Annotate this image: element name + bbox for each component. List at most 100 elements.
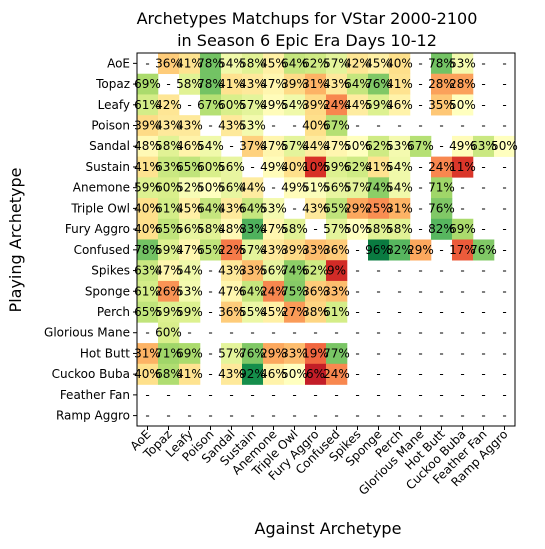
cell-value-label: - — [397, 409, 401, 423]
cell-value-label: - — [229, 326, 233, 340]
cell-value-label: - — [376, 326, 380, 340]
cell-value-label: 57% — [281, 139, 308, 153]
heatmap-cell — [431, 94, 453, 116]
heatmap-cell — [137, 343, 159, 365]
heatmap-cell — [284, 301, 306, 323]
heatmap-cell — [221, 115, 243, 137]
heatmap-cell — [326, 301, 348, 323]
cell-value-label: - — [481, 284, 485, 298]
cell-value-label: - — [292, 409, 296, 423]
cell-value-label: 41% — [176, 367, 203, 381]
cell-value-label: - — [397, 264, 401, 278]
heatmap-cell — [137, 115, 159, 137]
cell-value-label: 29% — [407, 243, 434, 257]
cell-value-label: - — [376, 367, 380, 381]
cell-value-label: - — [355, 284, 359, 298]
cell-value-label: - — [502, 409, 506, 423]
chart-title-line-2: in Season 6 Epic Era Days 10-12 — [177, 31, 437, 50]
cell-value-label: - — [439, 284, 443, 298]
heatmap-cell — [326, 198, 348, 220]
cell-value-label: - — [418, 326, 422, 340]
heatmap-cell — [263, 363, 285, 385]
heatmap-cell — [200, 53, 222, 75]
heatmap-cell — [347, 218, 369, 240]
cell-value-label: - — [502, 305, 506, 319]
cell-value-label: - — [481, 264, 485, 278]
heatmap-cell — [137, 363, 159, 385]
heatmap-cell — [368, 94, 390, 116]
heatmap-cell — [137, 94, 159, 116]
heatmap-cell — [263, 280, 285, 302]
heatmap-cell — [158, 218, 180, 240]
cell-value-label: 19% — [302, 346, 329, 360]
heatmap-cell — [368, 218, 390, 240]
cell-value-label: - — [439, 367, 443, 381]
heatmap-cell — [473, 239, 495, 261]
heatmap-cell — [410, 135, 432, 157]
cell-value-label: 69% — [176, 346, 203, 360]
heatmap-cell — [326, 239, 348, 261]
heatmap-cell — [137, 198, 159, 220]
cell-value-label: - — [481, 346, 485, 360]
cell-value-label: - — [439, 326, 443, 340]
heatmap-cell — [284, 363, 306, 385]
cell-value-label: 92% — [239, 367, 266, 381]
cell-value-label: 41% — [218, 77, 245, 91]
heatmap-cell — [368, 177, 390, 199]
cell-value-label: - — [250, 388, 254, 402]
cell-value-label: 68% — [155, 367, 182, 381]
cell-value-label: 75% — [281, 284, 308, 298]
heatmap-cell — [305, 53, 327, 75]
cell-value-label: - — [229, 388, 233, 402]
cell-value-label: 47% — [260, 139, 287, 153]
cell-value-label: 44% — [302, 139, 329, 153]
heatmap-cell — [305, 280, 327, 302]
y-tick-label: Sandal — [89, 139, 130, 153]
cell-value-label: 50% — [344, 222, 371, 236]
heatmap-cell — [389, 177, 411, 199]
heatmap-cell — [326, 115, 348, 137]
heatmap-cell — [242, 94, 264, 116]
cell-value-label: - — [439, 409, 443, 423]
cell-value-label: 43% — [218, 201, 245, 215]
y-tick-label: Poison — [91, 119, 130, 133]
cell-value-label: - — [481, 201, 485, 215]
cell-value-label: - — [334, 326, 338, 340]
y-tick-labels: AoE Topaz Leafy Poison Sandal Sustain Anemone T… — [44, 56, 137, 423]
cell-value-label: 69% — [134, 77, 161, 91]
heatmap-cell — [305, 115, 327, 137]
cell-value-label: - — [481, 367, 485, 381]
cell-value-label: 43% — [176, 119, 203, 133]
cell-value-label: - — [355, 409, 359, 423]
cell-value-label: - — [187, 98, 191, 112]
cell-value-label: - — [145, 326, 149, 340]
y-tick-label: Perch — [97, 305, 130, 319]
cell-value-label: 54% — [281, 98, 308, 112]
heatmap-cell — [284, 135, 306, 157]
heatmap-cell — [242, 177, 264, 199]
cell-value-label: 62% — [302, 56, 329, 70]
cell-value-label: 53% — [239, 119, 266, 133]
cell-value-label: 29% — [344, 201, 371, 215]
heatmap-cell — [221, 239, 243, 261]
cell-value-label: - — [418, 160, 422, 174]
cell-value-label: 36% — [323, 243, 350, 257]
cell-value-label: - — [355, 346, 359, 360]
cell-value-label: - — [418, 119, 422, 133]
cell-value-label: 50% — [344, 139, 371, 153]
cell-value-label: 63% — [470, 139, 497, 153]
heatmap-cell — [179, 156, 201, 178]
cell-value-label: - — [481, 222, 485, 236]
cell-value-label: 45% — [260, 305, 287, 319]
heatmap-cell — [326, 135, 348, 157]
heatmap-cell — [200, 218, 222, 240]
cell-value-label: 46% — [386, 98, 413, 112]
heatmap-cell — [326, 177, 348, 199]
cell-value-label: 57% — [239, 98, 266, 112]
cell-value-label: - — [166, 409, 170, 423]
cell-value-label: - — [460, 284, 464, 298]
heatmap-cell — [242, 198, 264, 220]
cell-value-label: 62% — [344, 160, 371, 174]
cell-value-label: - — [481, 77, 485, 91]
cell-value-label: - — [481, 326, 485, 340]
